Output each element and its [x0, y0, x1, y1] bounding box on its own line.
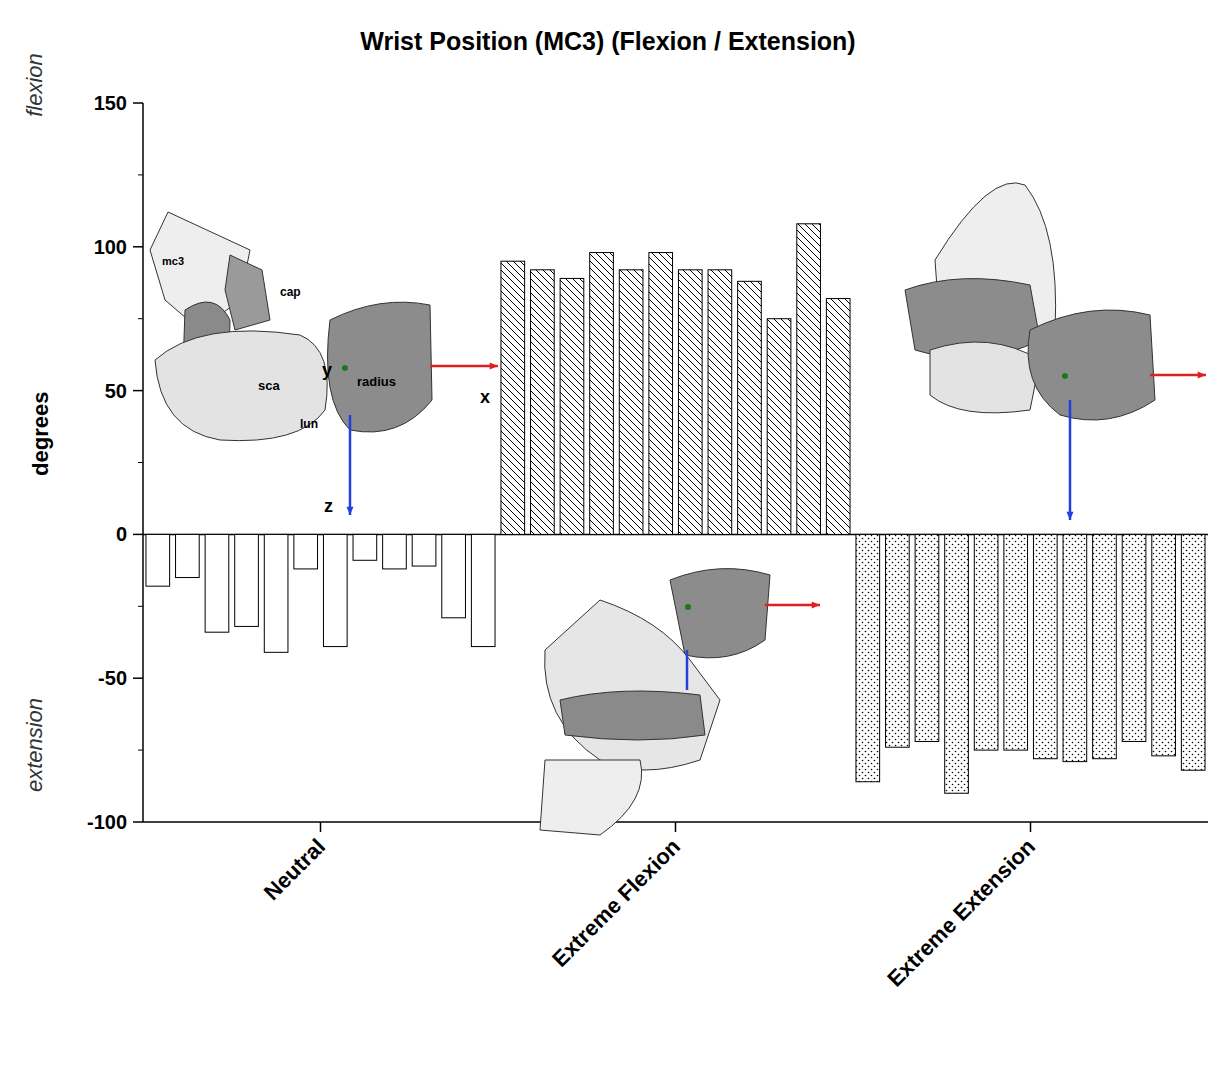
bar: [1122, 534, 1146, 741]
chart-root: Wrist Position (MC3) (Flexion / Extensio…: [0, 0, 1215, 1072]
x-tick-label: Extreme Extension: [882, 834, 1040, 992]
bone: [545, 600, 720, 770]
bar: [146, 534, 170, 586]
bar: [915, 534, 939, 741]
x-tick-label: Extreme Flexion: [547, 834, 685, 972]
bone: [225, 255, 270, 330]
bar: [1093, 534, 1117, 758]
bar: [264, 534, 288, 652]
flexion-label: flexion: [22, 53, 47, 117]
y-tick-label: 0: [116, 523, 127, 545]
bar: [826, 299, 850, 535]
bar: [738, 281, 762, 534]
y-tick-label: -100: [87, 811, 127, 833]
arrow-head: [812, 601, 820, 608]
bar: [856, 534, 880, 781]
bar: [1152, 534, 1176, 755]
bone-label: lun: [300, 417, 318, 431]
y-minor-tick: [138, 750, 143, 751]
bar: [1181, 534, 1205, 770]
y-minor-tick: [138, 462, 143, 463]
y-minor-tick: [138, 318, 143, 319]
bar: [1063, 534, 1087, 761]
bar: [383, 534, 407, 569]
bone: [328, 302, 433, 432]
bar: [353, 534, 377, 560]
bar: [412, 534, 436, 566]
origin-dot: [1062, 373, 1068, 379]
x-tick-label: Neutral: [259, 834, 330, 905]
bar: [797, 224, 821, 535]
bar: [974, 534, 998, 750]
y-tick: [133, 246, 143, 248]
arrow-head: [490, 362, 498, 369]
axis-arrow: [430, 365, 498, 368]
title: Wrist Position (MC3) (Flexion / Extensio…: [360, 27, 855, 55]
y-tick: [133, 390, 143, 392]
origin-dot: [685, 604, 691, 610]
bone: [155, 331, 327, 441]
y-tick-label: 150: [94, 92, 127, 114]
bar: [323, 534, 347, 646]
bar: [1004, 534, 1028, 750]
x-tick: [1030, 822, 1032, 832]
bar: [590, 253, 614, 535]
bar: [678, 270, 702, 535]
bar: [886, 534, 910, 747]
x-tick: [320, 822, 322, 832]
axis-arrow: [686, 650, 689, 690]
y-tick-label: 50: [105, 380, 127, 402]
bone-images: [150, 183, 1206, 835]
bone-label: z: [324, 496, 333, 516]
axis-arrow: [349, 415, 352, 515]
bone-label: sca: [258, 378, 280, 393]
y-axis-title: degrees: [28, 392, 53, 476]
bar: [560, 278, 584, 534]
bar: [619, 270, 643, 535]
bar: [649, 253, 673, 535]
axis-arrow: [1069, 400, 1072, 520]
origin-dot: [342, 365, 348, 371]
bone: [540, 760, 642, 835]
arrow-head: [346, 507, 353, 515]
bar: [767, 319, 791, 535]
y-tick: [133, 677, 143, 679]
extension-label: extension: [22, 698, 47, 792]
bar: [708, 270, 732, 535]
bone-label: cap: [280, 285, 301, 299]
bone: [1028, 310, 1155, 420]
y-tick-label: 100: [94, 236, 127, 258]
bone: [560, 691, 705, 740]
bone: [670, 569, 770, 658]
y-tick-label: -50: [98, 667, 127, 689]
bone-label: x: [480, 387, 490, 407]
y-tick: [133, 102, 143, 104]
bone: [930, 342, 1040, 413]
y-minor-tick: [138, 174, 143, 175]
bar: [442, 534, 466, 617]
bar: [235, 534, 259, 626]
x-tick: [675, 822, 677, 832]
bar: [501, 261, 525, 534]
bars: [146, 224, 1205, 793]
y-tick: [133, 821, 143, 823]
bar: [945, 534, 969, 793]
bar: [176, 534, 200, 577]
arrow-head: [1198, 371, 1206, 378]
bar: [471, 534, 495, 646]
bar: [531, 270, 555, 535]
bar: [1033, 534, 1057, 758]
arrow-head: [1066, 512, 1073, 520]
y-minor-tick: [138, 606, 143, 607]
axis-arrow: [1150, 374, 1206, 377]
bar: [294, 534, 318, 569]
chart-svg: Wrist Position (MC3) (Flexion / Extensio…: [0, 0, 1215, 1072]
bone-label: y: [322, 360, 332, 380]
y-tick: [133, 534, 143, 536]
bone-label: radius: [357, 374, 396, 389]
bar: [205, 534, 229, 632]
bone-label: mc3: [162, 255, 184, 267]
